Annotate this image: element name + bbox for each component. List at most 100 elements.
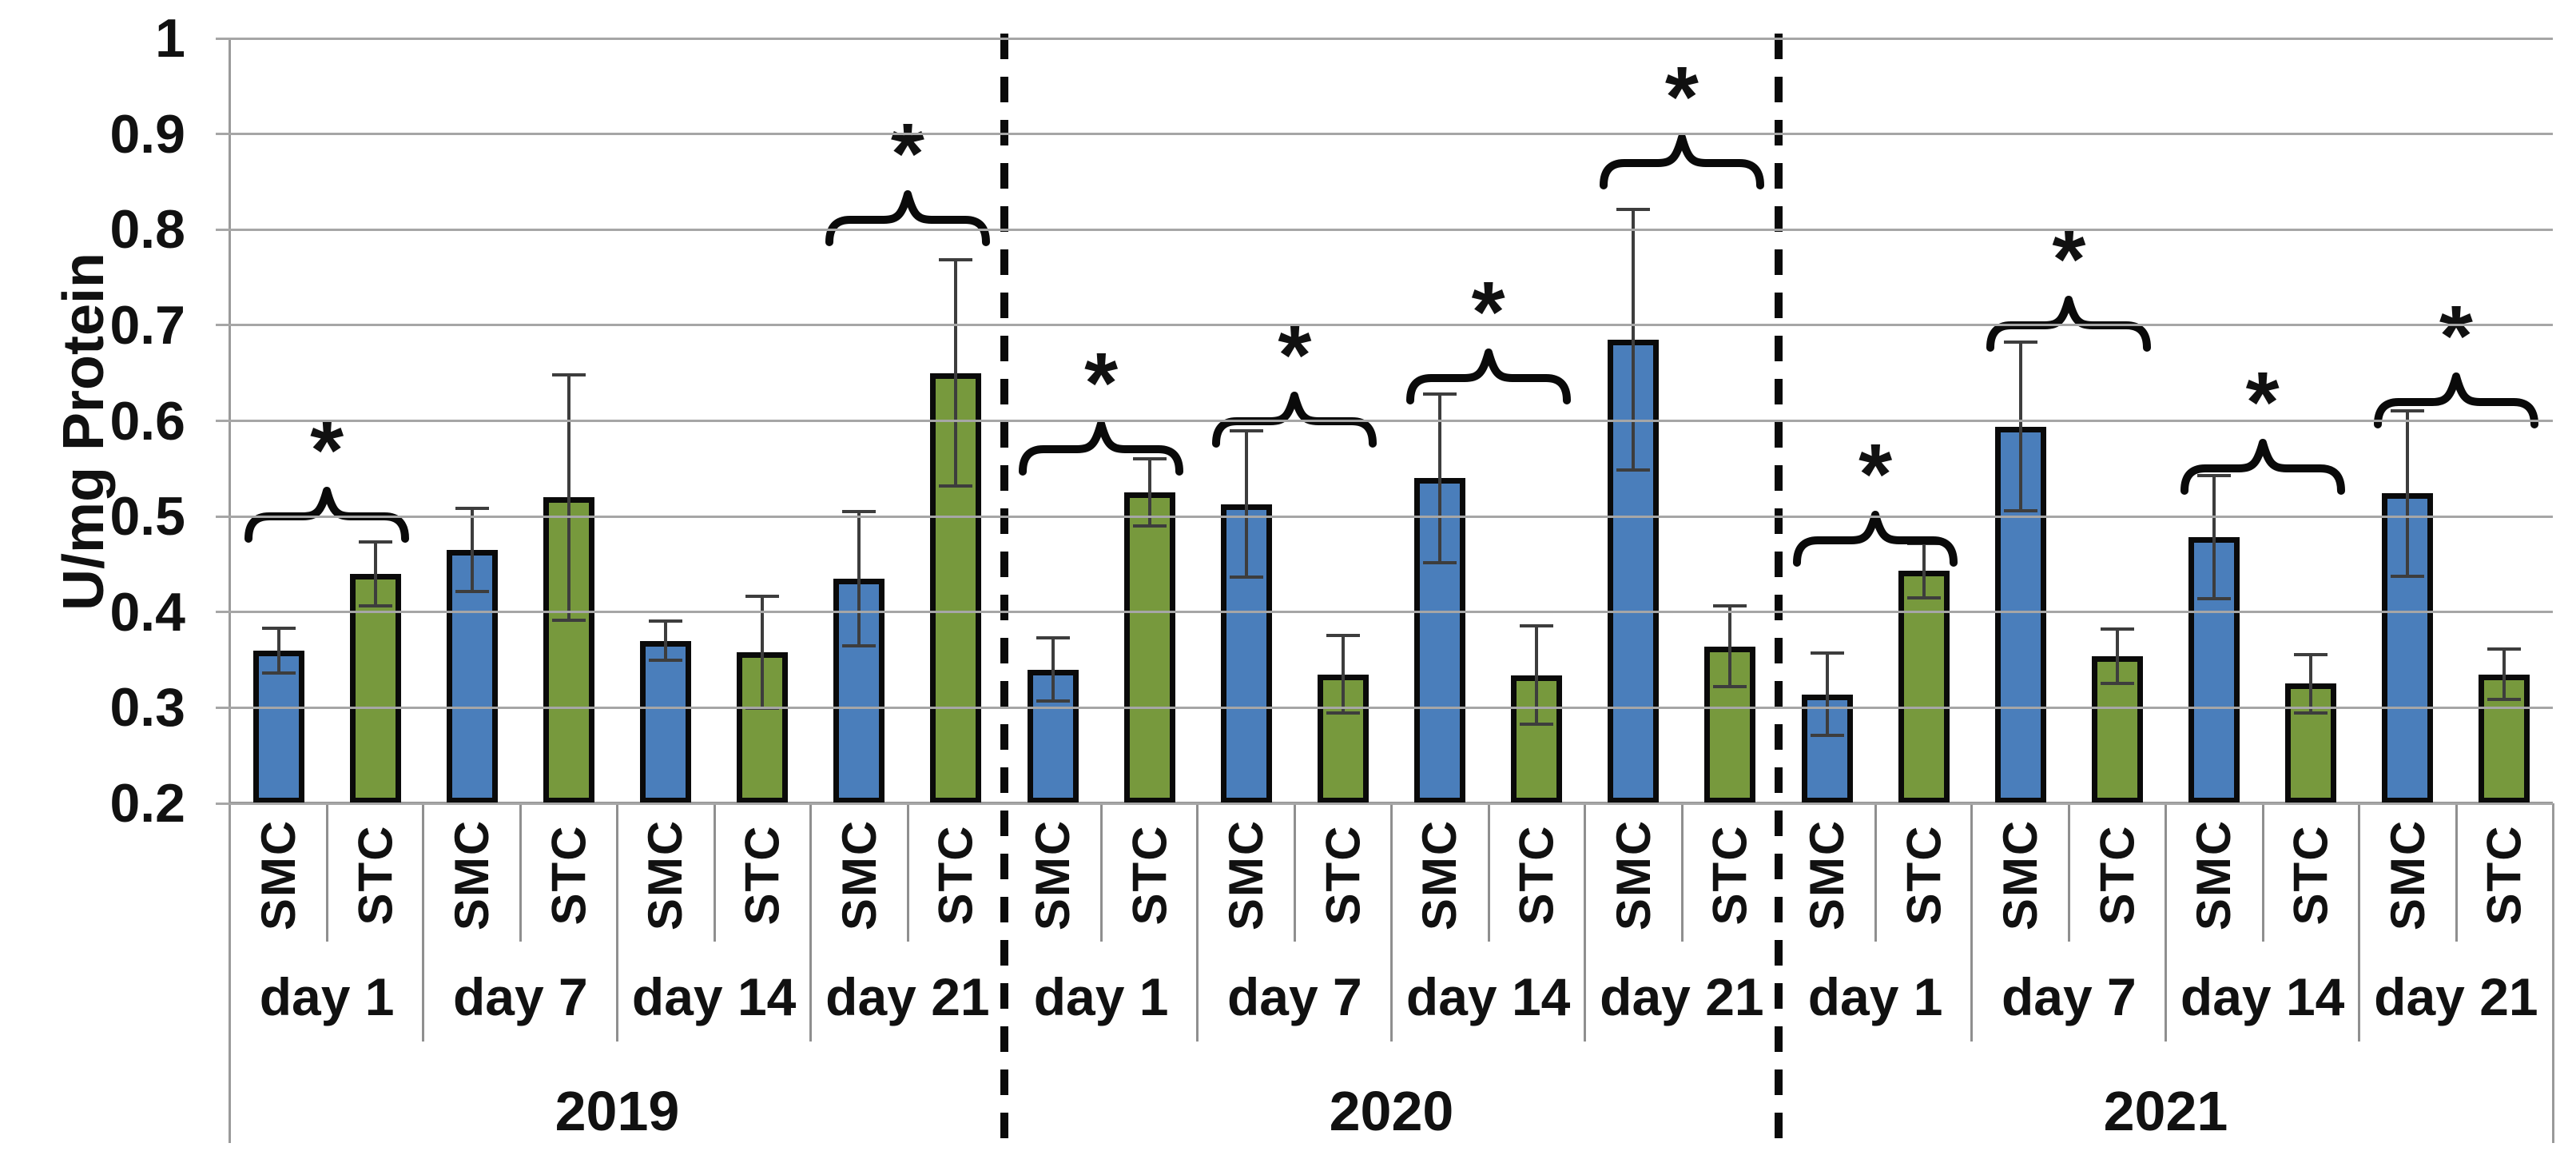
y-tick-label: 0.5 — [109, 486, 185, 548]
pair-tick — [519, 803, 523, 942]
day-separator — [809, 803, 812, 1042]
day-label: day 14 — [631, 966, 797, 1026]
error-bar-line — [761, 595, 765, 710]
bar-label-stc: STC — [1489, 803, 1585, 946]
bar-cell: SMC — [2359, 38, 2456, 930]
bar-label-text: STC — [2477, 824, 2531, 925]
error-bar-cap-bottom — [939, 484, 973, 488]
error-bar-cap-top — [842, 509, 877, 513]
sig-bracket — [244, 487, 409, 544]
error-bar-cap-top — [1036, 635, 1070, 639]
plot-area: SMC STC day 1 * SMC STC day 7 SMC STC day 14 SMC ST… — [216, 34, 2554, 1145]
pair-tick — [2261, 803, 2264, 942]
error-bar-line — [373, 540, 377, 607]
bar-label-stc: STC — [2263, 803, 2359, 946]
bar-label-stc: STC — [2069, 803, 2165, 946]
error-bar-line — [1147, 456, 1151, 528]
year-separator-dashed — [1000, 34, 1008, 1145]
bar-label-text: SMC — [445, 819, 499, 930]
bar-label-text: STC — [1316, 824, 1370, 925]
y-tick-label: 0.8 — [109, 199, 185, 261]
bar-label-text: STC — [1703, 824, 1757, 925]
gridline — [230, 706, 2553, 709]
bar-label-text: STC — [1123, 824, 1177, 925]
pair-tick — [1100, 803, 1103, 942]
sig-bracket — [1599, 133, 1764, 189]
error-bar-cap-top — [649, 619, 683, 623]
bar-cell: STC — [1101, 38, 1198, 925]
bar-label-stc: STC — [1294, 803, 1391, 946]
bar-label-text: SMC — [1219, 819, 1274, 930]
error-bar-cap-top — [2391, 409, 2425, 413]
bar-stc — [349, 573, 401, 803]
sig-asterisk: * — [2052, 209, 2086, 307]
error-bar-line — [1438, 392, 1442, 564]
error-bar-cap-top — [261, 626, 296, 630]
day-label: day 7 — [452, 966, 588, 1026]
day-separator — [1196, 803, 1199, 1042]
error-bar-cap-bottom — [2294, 711, 2328, 715]
gridline — [230, 324, 2553, 327]
bar-label-smc: SMC — [423, 803, 520, 946]
y-axis-tick — [216, 324, 230, 327]
error-bar-cap-bottom — [1036, 699, 1070, 703]
error-bar-line — [2406, 409, 2410, 578]
day-separator — [422, 803, 425, 1042]
bar-cell: SMC — [1004, 38, 1101, 930]
error-bar-cap-bottom — [842, 644, 877, 647]
error-bar-line — [1535, 624, 1539, 727]
bar-cell: STC — [1489, 38, 1585, 925]
bar-cell: SMC — [1779, 38, 1875, 930]
day-label: day 21 — [825, 966, 990, 1026]
bar-cell: STC — [2263, 38, 2359, 925]
day-label: day 1 — [1807, 966, 1943, 1026]
error-bar-cap-bottom — [358, 603, 392, 607]
bar-label-stc: STC — [908, 803, 1004, 946]
error-bar-cap-bottom — [551, 618, 586, 622]
error-bar-cap-top — [745, 595, 780, 599]
y-tick-label: 0.7 — [109, 294, 185, 356]
day-label: day 14 — [2180, 966, 2345, 1026]
y-tick-label: 0.6 — [109, 390, 185, 452]
pair-tick — [1874, 803, 1878, 942]
bar-label-text: STC — [348, 824, 403, 925]
error-bar-line — [1244, 429, 1248, 579]
y-axis-tick — [216, 515, 230, 518]
error-bar-cap-bottom — [2100, 681, 2134, 685]
bar-label-text: SMC — [1606, 819, 1660, 930]
y-axis-tick — [216, 133, 230, 136]
day-group: SMC STC day 14 * — [1392, 38, 1586, 1042]
bar-cell: STC — [520, 38, 617, 925]
sig-bracket — [2180, 439, 2345, 496]
bar-label-text: SMC — [2380, 819, 2435, 930]
gridline — [230, 420, 2553, 422]
sig-bracket — [1405, 348, 1571, 404]
pair-tick — [1680, 803, 1684, 942]
bar-label-smc: SMC — [1972, 803, 2069, 946]
day-group: SMC STC day 21 * — [2359, 38, 2553, 1026]
bar-label-smc: SMC — [1779, 803, 1875, 946]
sig-asterisk: * — [1084, 334, 1119, 432]
sig-bracket — [1986, 295, 2152, 352]
bar-label-stc: STC — [520, 803, 617, 946]
bar-label-stc: STC — [2456, 803, 2553, 946]
day-group: SMC STC day 7 * — [1972, 38, 2167, 1042]
error-bar-cap-top — [358, 540, 392, 544]
error-bar-cap-bottom — [2003, 509, 2037, 513]
y-tick-label: 1 — [155, 8, 185, 69]
error-bar-cap-top — [455, 507, 489, 511]
error-bar-cap-top — [2197, 474, 2232, 478]
bar-label-smc: SMC — [2359, 803, 2456, 946]
error-bar-line — [2018, 341, 2022, 513]
y-tick-label: 0.4 — [109, 581, 185, 643]
bar-label-text: STC — [2284, 824, 2338, 925]
bar-cell: SMC — [618, 38, 714, 930]
bar-label-text: SMC — [1994, 819, 2048, 930]
day-separator — [1970, 803, 1974, 1042]
y-tick-label: 0.9 — [109, 103, 185, 165]
error-bar-cap-bottom — [1229, 575, 1263, 579]
error-bar-cap-top — [2100, 627, 2134, 631]
y-tick-label: 0.3 — [109, 677, 185, 739]
day-label: day 7 — [2001, 966, 2137, 1026]
